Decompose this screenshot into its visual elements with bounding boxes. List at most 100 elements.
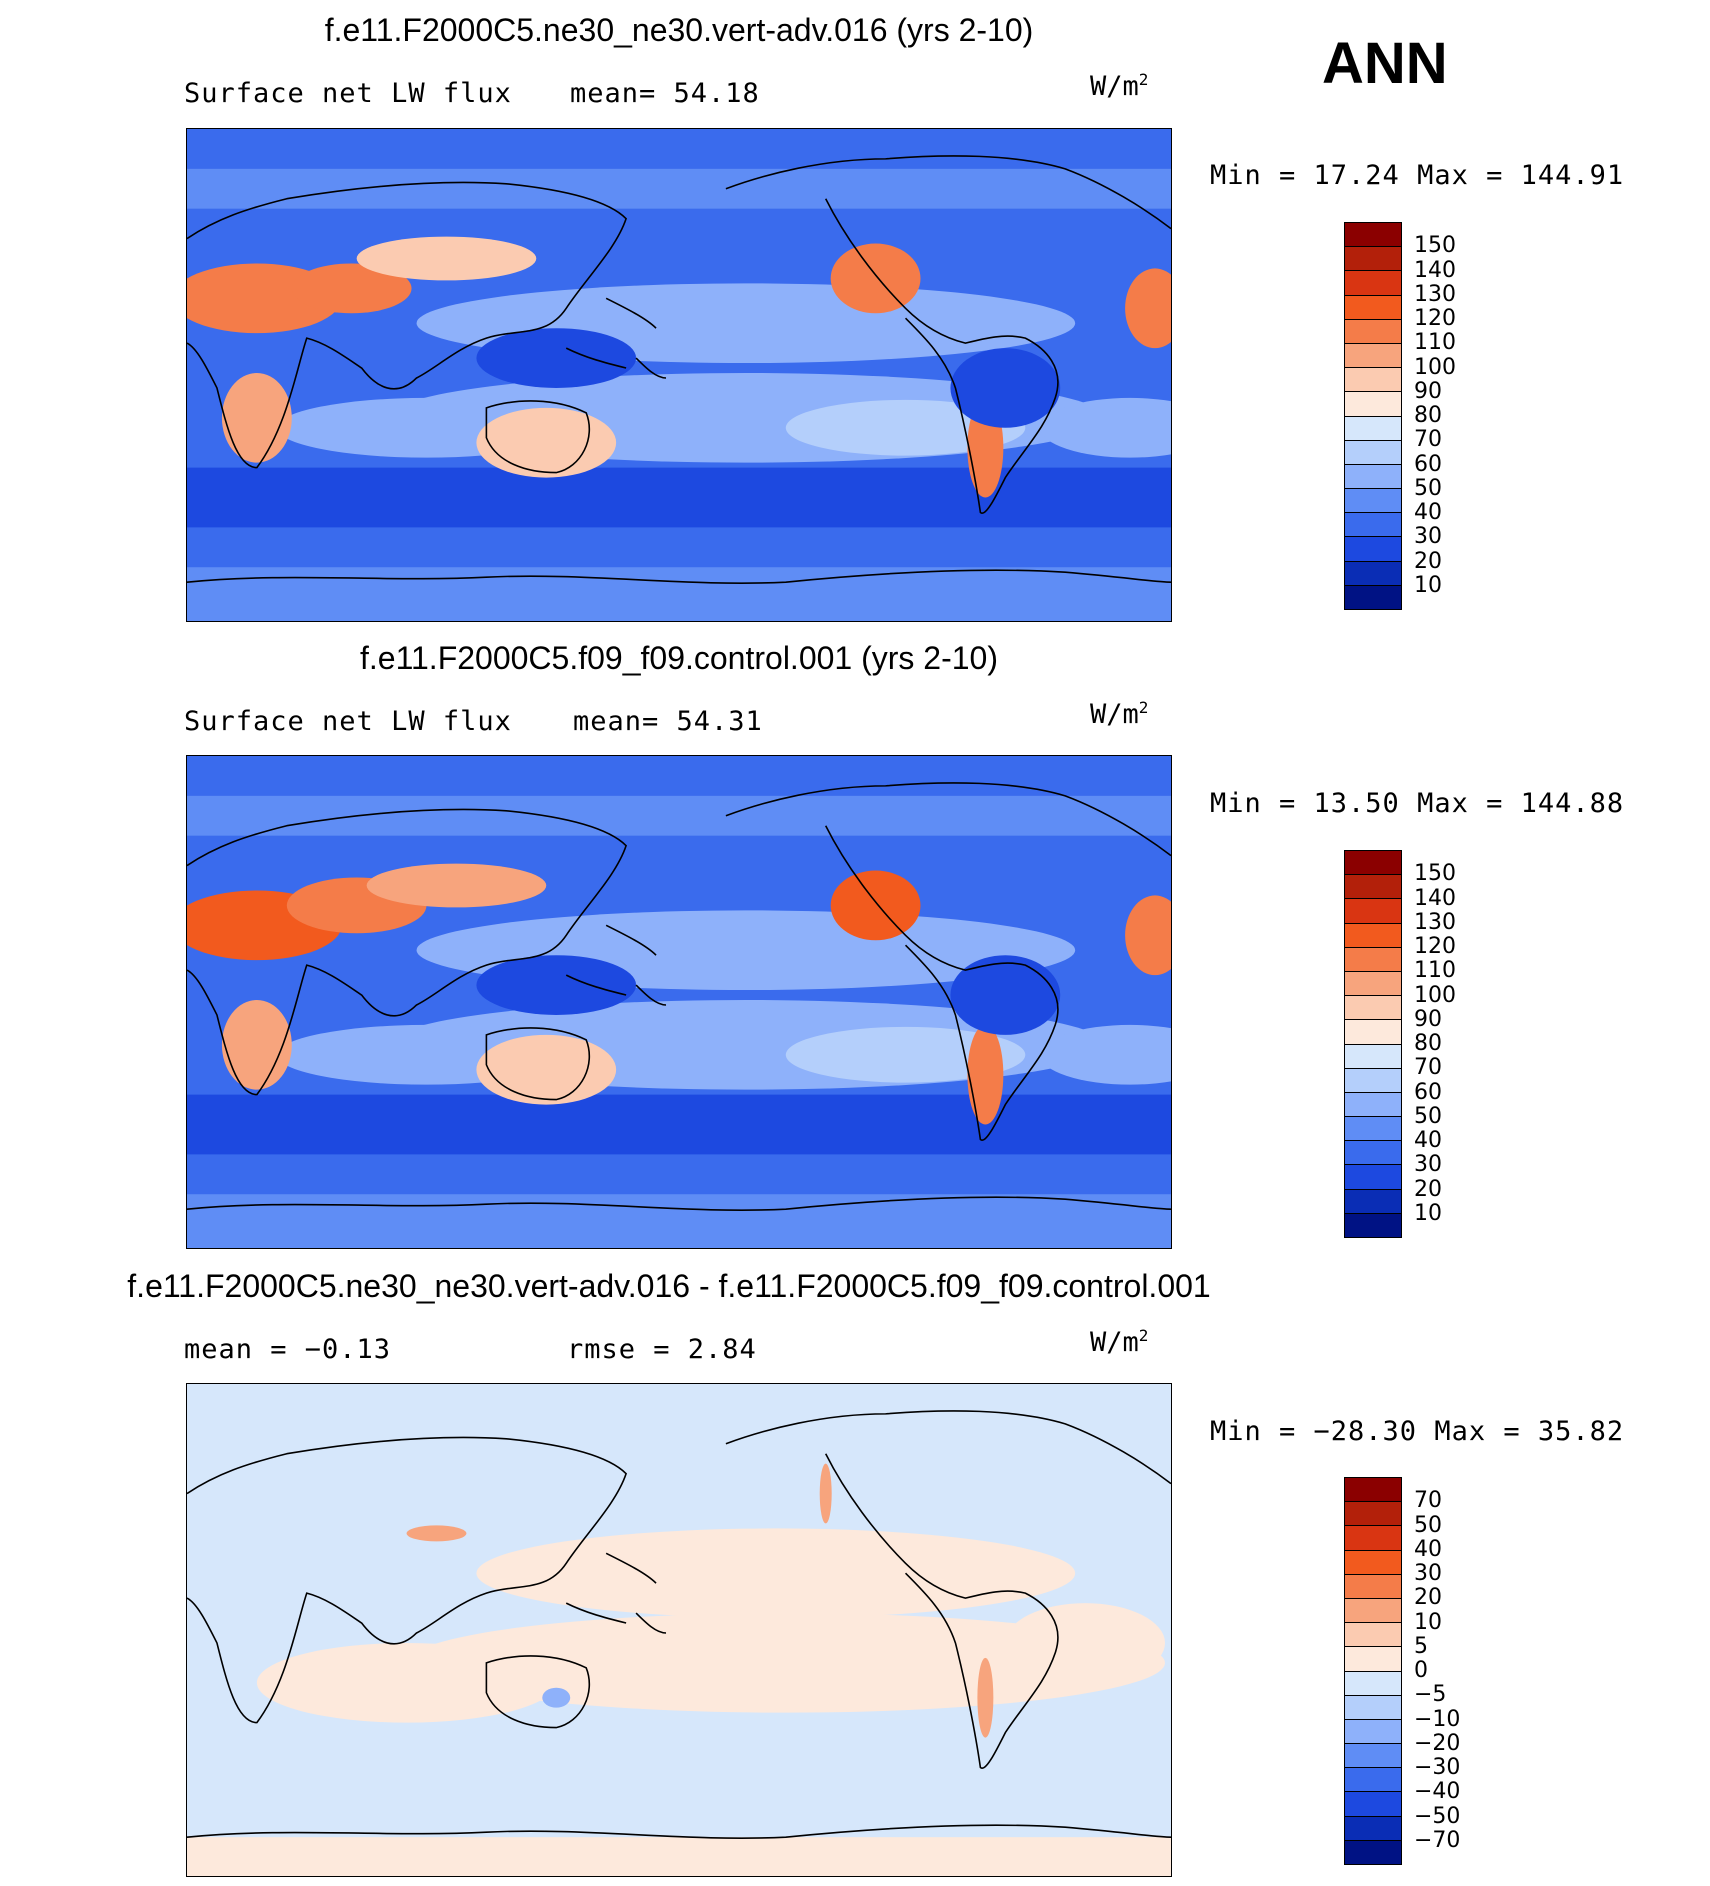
colorbar-tick-label: 10 [1414,1609,1442,1635]
colorbar-swatch [1345,899,1401,924]
australia-negative [542,1687,571,1708]
colorbar-swatch [1345,1141,1401,1166]
colorbar-tick-label: −30 [1414,1755,1461,1780]
colorbar-tick-label: 30 [1414,524,1442,550]
colorbar-tick-label: 100 [1414,982,1456,1008]
andes-positive [977,1657,994,1738]
colorbar-tick-label: −70 [1414,1827,1461,1853]
southern-ocean-band [187,1094,1171,1155]
colorbar-swatch [1345,996,1401,1021]
colorbar-swatch [1345,851,1401,876]
colorbar-tick-label: 100 [1414,354,1456,380]
colorbar-swatch [1345,1044,1401,1069]
colorbar-swatch [1345,1550,1401,1575]
colorbar-tick-label: 70 [1414,1488,1442,1514]
panel-1-units: W/m2 [1090,70,1149,102]
panel-3-mean-label: mean = −0.13 [184,1334,392,1365]
colorbar-tick-label: 120 [1414,306,1456,331]
panel-1-title: f.e11.F2000C5.ne30_ne30.vert-adv.016 (yr… [324,12,1034,48]
colorbar-swatch [1345,319,1401,344]
rockies-positive [819,1463,832,1524]
colorbar-swatch [1345,1189,1401,1214]
colorbar-tick-label: 10 [1414,572,1442,598]
indian-small-positive [256,1642,557,1723]
nw-africa-hot [1125,895,1171,976]
colorbar-tick-label: 80 [1414,1031,1442,1056]
panel-1-colorbar [1344,222,1402,610]
colorbar-swatch [1345,1502,1401,1527]
colorbar-swatch [1345,489,1401,514]
colorbar-tick-label: 50 [1414,1103,1442,1129]
colorbar-swatch [1345,1117,1401,1142]
colorbar-swatch [1345,1165,1401,1190]
colorbar-tick-label: −50 [1414,1803,1461,1829]
colorbar-swatch [1345,223,1401,248]
colorbar-tick-label: 20 [1414,1585,1442,1611]
colorbar-tick-label: 70 [1414,1055,1442,1081]
panel-2-variable-label: Surface net LW flux [184,706,512,737]
panel-1-mean-label: mean= 54.18 [570,78,760,109]
andes-warm [967,1024,1004,1125]
colorbar-swatch [1345,971,1401,997]
warm-pool [476,328,637,388]
se-pacific-high [785,1026,1026,1083]
colorbar-swatch [1345,271,1401,296]
colorbar-swatch [1345,923,1401,948]
colorbar-tick-label: 40 [1414,1128,1442,1153]
panel-2-units: W/m2 [1090,698,1149,730]
colorbar-swatch [1345,1816,1401,1841]
colorbar-swatch [1345,1068,1401,1093]
colorbar-swatch [1345,947,1401,972]
panel-3-map [186,1383,1172,1877]
nw-africa-hot [1125,268,1171,349]
colorbar-swatch [1345,1526,1401,1551]
panel-3-title: f.e11.F2000C5.ne30_ne30.vert-adv.016 - f… [127,1268,1211,1304]
coastlines [187,782,1171,1211]
colorbar-swatch [1345,537,1401,562]
colorbar-tick-label: 70 [1414,427,1442,453]
colorbar-tick-label: 90 [1414,378,1442,404]
warm-pool [476,955,637,1015]
colorbar-swatch [1345,440,1401,465]
colorbar-tick-label: 150 [1414,861,1456,887]
colorbar-swatch [1345,1647,1401,1672]
southern-africa-warm [221,1000,292,1090]
colorbar-swatch [1345,1792,1401,1817]
colorbar-tick-label: −5 [1414,1682,1447,1708]
colorbar-swatch [1345,1719,1401,1745]
central-asia-warm [356,236,537,281]
panel-3-minmax: Min = −28.30 Max = 35.82 [1210,1416,1625,1447]
colorbar-tick-label: −40 [1414,1779,1461,1805]
panel-2-colorbar [1344,850,1402,1238]
colorbar-tick-label: 30 [1414,1561,1442,1586]
panel-3-rmse-label: rmse = 2.84 [567,1334,757,1365]
colorbar-swatch [1345,513,1401,538]
colorbar-tick-label: 60 [1414,451,1442,477]
n-pacific-small-positive [476,1528,1076,1619]
colorbar-swatch [1345,464,1401,490]
colorbar-tick-label: 5 [1414,1633,1428,1659]
season-label: ANN [1322,31,1448,96]
colorbar-swatch [1345,1574,1401,1599]
colorbar-tick-label: 40 [1414,500,1442,525]
coastlines [187,1410,1171,1839]
colorbar-swatch [1345,1768,1401,1793]
colorbar-swatch [1345,1020,1401,1045]
colorbar-tick-label: 50 [1414,475,1442,501]
colorbar-tick-label: 30 [1414,1152,1442,1178]
colorbar-swatch [1345,1092,1401,1118]
tibet-positive [406,1525,467,1542]
antarctica-region [187,1194,1171,1248]
colorbar-swatch [1345,561,1401,586]
northern-storm-band [187,168,1171,209]
colorbar-tick-label: 0 [1414,1658,1428,1683]
colorbar-tick-label: 40 [1414,1536,1442,1562]
northern-storm-band [187,795,1171,836]
colorbar-tick-label: 140 [1414,257,1456,283]
panel-2-map [186,755,1172,1249]
arabia-hot [291,263,412,314]
colorbar-tick-label: 110 [1414,330,1456,356]
amazon-cool [950,348,1061,428]
southern-ocean-band [187,467,1171,528]
s-atlantic-subtropics [1040,1024,1171,1085]
